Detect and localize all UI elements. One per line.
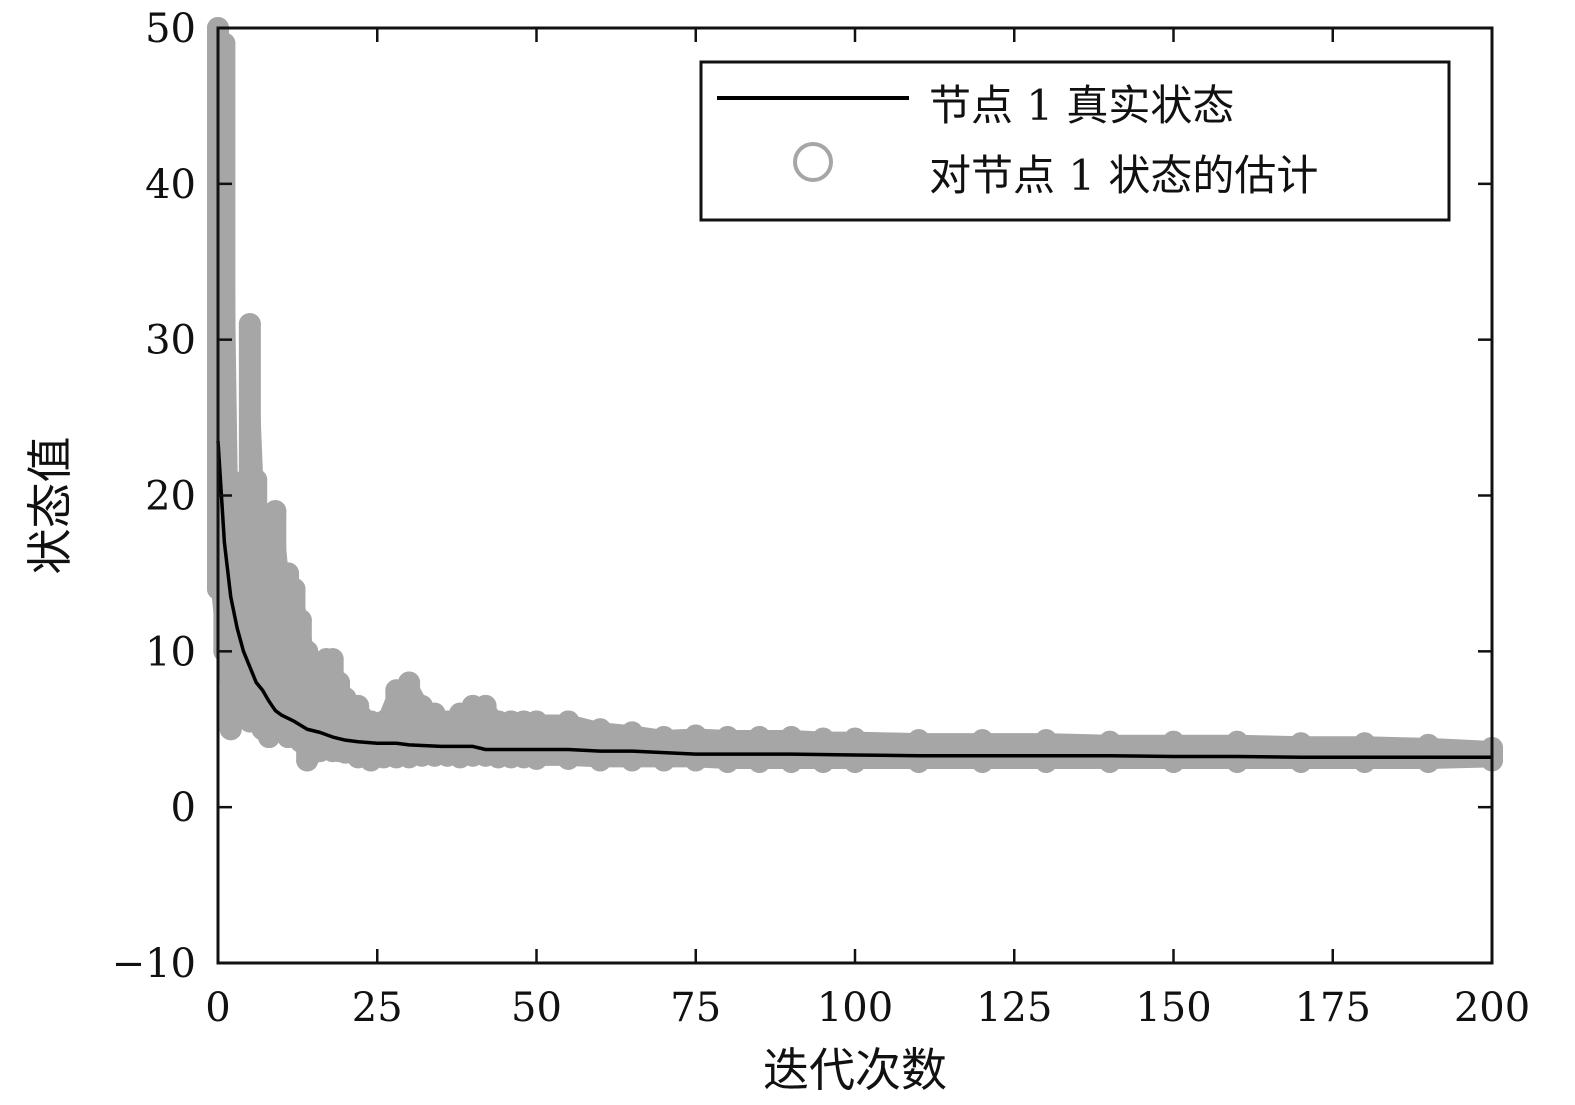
estimate-marker-max bbox=[844, 727, 866, 750]
legend-label-estimate: 对节点 1 状态的估计 bbox=[929, 151, 1318, 200]
x-tick-label: 0 bbox=[205, 985, 230, 1031]
estimate-marker-max bbox=[289, 609, 312, 632]
estimate-marker-max bbox=[748, 726, 771, 749]
y-axis-title: 状态值 bbox=[23, 437, 77, 575]
x-tick-label: 125 bbox=[976, 985, 1052, 1031]
legend-marker-sample bbox=[793, 142, 833, 182]
tick-layer bbox=[216, 26, 1494, 965]
estimate-marker-min bbox=[1035, 750, 1058, 773]
estimate-marker-max bbox=[525, 710, 548, 733]
estimate-marker-max bbox=[264, 500, 287, 523]
estimate-marker-min bbox=[1098, 750, 1121, 773]
estimate-marker-max bbox=[780, 726, 803, 749]
x-tick-labels: 0 25 50 75 100 125 150 175 200 bbox=[205, 985, 1530, 1031]
estimate-marker-max bbox=[589, 718, 612, 741]
x-tick-label: 100 bbox=[817, 985, 893, 1031]
estimate-marker-min bbox=[1417, 750, 1440, 773]
estimate-marker-max bbox=[971, 729, 994, 752]
y-tick-label: 40 bbox=[145, 162, 196, 208]
series-layer bbox=[207, 17, 1503, 773]
estimate-marker-max bbox=[684, 724, 707, 747]
estimate-marker-max bbox=[238, 313, 261, 336]
y-tick-label: 20 bbox=[145, 474, 196, 520]
estimate-marker-min bbox=[844, 750, 866, 773]
estimate-marker-min bbox=[1289, 750, 1312, 773]
x-tick-label: 75 bbox=[670, 985, 721, 1031]
y-tick-label: −10 bbox=[112, 941, 196, 987]
estimate-marker-max bbox=[245, 468, 268, 491]
estimate-marker-max bbox=[621, 721, 644, 744]
estimate-marker-max bbox=[321, 648, 344, 671]
estimate-marker-min bbox=[1162, 750, 1185, 773]
true-state-line bbox=[216, 440, 1492, 760]
estimate-marker-max bbox=[474, 694, 497, 717]
estimate-marker-max bbox=[1226, 730, 1249, 753]
x-tick-label: 150 bbox=[1135, 985, 1211, 1031]
estimate-marker-max bbox=[652, 726, 675, 749]
estimate-marker-max bbox=[907, 729, 930, 752]
x-tick-label: 200 bbox=[1454, 985, 1530, 1031]
legend: 节点 1 真实状态 对节点 1 状态的估计 bbox=[699, 60, 1451, 222]
legend-label-true-state: 节点 1 真实状态 bbox=[929, 81, 1234, 130]
estimate-marker-max bbox=[213, 32, 236, 55]
estimate-marker-min bbox=[1226, 750, 1249, 773]
estimate-marker-min bbox=[907, 750, 930, 773]
y-tick-label: 10 bbox=[145, 629, 196, 675]
y-tick-label: 30 bbox=[145, 318, 196, 364]
estimate-marker-max bbox=[283, 578, 306, 600]
estimate-marker-max bbox=[812, 727, 835, 750]
estimate-marker-max bbox=[716, 726, 739, 749]
y-tick-label: 50 bbox=[145, 6, 196, 52]
estimate-marker-min bbox=[971, 750, 994, 773]
estimate-marker-min bbox=[1353, 750, 1376, 773]
x-tick-label: 175 bbox=[1295, 985, 1371, 1031]
estimate-marker-min bbox=[684, 749, 707, 772]
x-axis-title: 迭代次数 bbox=[763, 1043, 947, 1097]
estimate-marker-max bbox=[1035, 729, 1058, 752]
estimate-marker-max bbox=[398, 671, 421, 694]
estimate-marker-max bbox=[1098, 730, 1121, 753]
estimate-marker-max bbox=[557, 710, 580, 733]
y-tick-labels: −10 0 10 20 30 40 50 bbox=[112, 6, 196, 987]
x-tick-label: 50 bbox=[511, 985, 562, 1031]
estimate-marker-max bbox=[1162, 730, 1185, 753]
x-tick-label: 25 bbox=[352, 985, 403, 1031]
y-tick-label: 0 bbox=[171, 785, 196, 831]
estimate-marker-max bbox=[347, 694, 370, 717]
legend-box bbox=[699, 60, 1451, 222]
